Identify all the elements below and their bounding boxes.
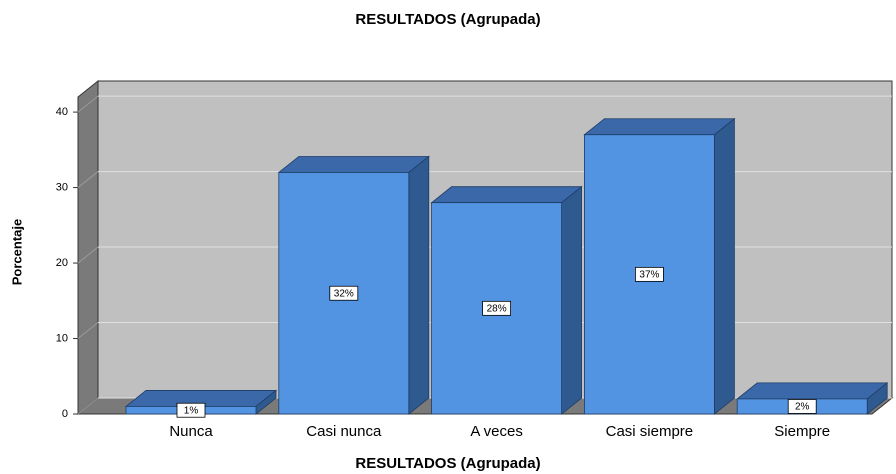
grid-line bbox=[77, 397, 99, 415]
grid-line bbox=[77, 95, 99, 113]
y-tick-label: 10 bbox=[56, 332, 68, 344]
bar-side bbox=[714, 117, 735, 415]
value-label-box bbox=[635, 266, 664, 282]
bar-top bbox=[736, 382, 889, 400]
y-tick-label: 0 bbox=[62, 408, 68, 420]
grid-line bbox=[77, 171, 99, 188]
value-label: 37% bbox=[639, 270, 659, 281]
value-label-box bbox=[329, 285, 359, 301]
bar-top bbox=[277, 156, 430, 173]
y-axis-label: Porcentaje bbox=[9, 219, 24, 285]
grid-line bbox=[77, 322, 99, 339]
bar-side bbox=[408, 155, 430, 415]
value-label: 2% bbox=[795, 402, 810, 413]
value-label: 32% bbox=[334, 288, 354, 299]
grid-line bbox=[77, 246, 99, 264]
chart-title: RESULTADOS (Agrupada) bbox=[355, 11, 540, 28]
value-label-box bbox=[482, 300, 512, 316]
x-tick-label: Casi nunca bbox=[306, 423, 382, 440]
bar-top bbox=[430, 186, 583, 204]
x-tick-label: Nunca bbox=[169, 423, 213, 440]
y-tick-label: 20 bbox=[56, 257, 68, 269]
value-label: 28% bbox=[487, 303, 507, 314]
value-label: 1% bbox=[184, 405, 199, 416]
left-wall bbox=[77, 79, 99, 416]
bar-side bbox=[561, 185, 582, 415]
x-tick-label: A veces bbox=[470, 423, 523, 440]
bar-top bbox=[583, 118, 736, 136]
x-tick-label: Siempre bbox=[774, 423, 830, 440]
y-tick-label: 30 bbox=[56, 181, 68, 193]
y-tick-label: 40 bbox=[56, 106, 68, 118]
x-tick-label: Casi siempre bbox=[606, 423, 694, 440]
value-label-box bbox=[787, 399, 817, 414]
x-axis-label: RESULTADOS (Agrupada) bbox=[355, 455, 540, 472]
value-label-box bbox=[176, 402, 206, 418]
